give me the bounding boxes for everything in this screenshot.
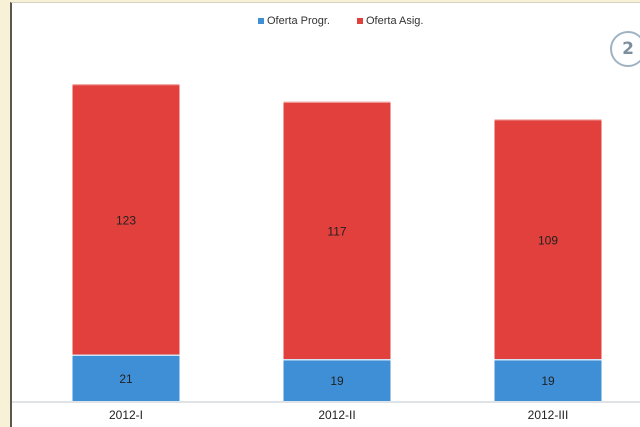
bar-oferta-progr-2: [283, 359, 391, 401]
data-label-oferta-asig-3: 109: [538, 233, 558, 247]
bar-oferta-asig-2: [283, 101, 391, 360]
category-label-3: 2012-III: [528, 408, 569, 422]
chart-frame: Oferta Progr. Oferta Asig. 123 21 2012-I 117 1…: [10, 2, 640, 427]
legend-swatch-2: [357, 18, 363, 24]
legend-label-1: Oferta Progr.: [267, 15, 330, 27]
category-label-1: 2012-I: [109, 408, 143, 422]
page-number-badge: 2: [610, 31, 640, 67]
data-label-oferta-progr-2: 19: [330, 374, 344, 388]
data-label-oferta-progr-1: 21: [119, 372, 133, 386]
category-label-2: 2012-II: [318, 408, 355, 422]
bar-oferta-asig-3: [494, 119, 602, 360]
legend-swatch-1: [258, 18, 264, 24]
data-label-oferta-asig-2: 117: [327, 225, 346, 239]
data-label-oferta-progr-3: 19: [541, 374, 555, 388]
stacked-bar-chart: Oferta Progr. Oferta Asig. 123 21 2012-I 117 1…: [12, 15, 640, 422]
data-label-oferta-asig-1: 123: [116, 214, 136, 228]
legend-label-2: Oferta Asig.: [366, 15, 423, 27]
bar-oferta-progr-3: [494, 359, 602, 401]
bar-oferta-asig-1: [72, 84, 180, 355]
bar-oferta-progr-1: [72, 354, 180, 401]
